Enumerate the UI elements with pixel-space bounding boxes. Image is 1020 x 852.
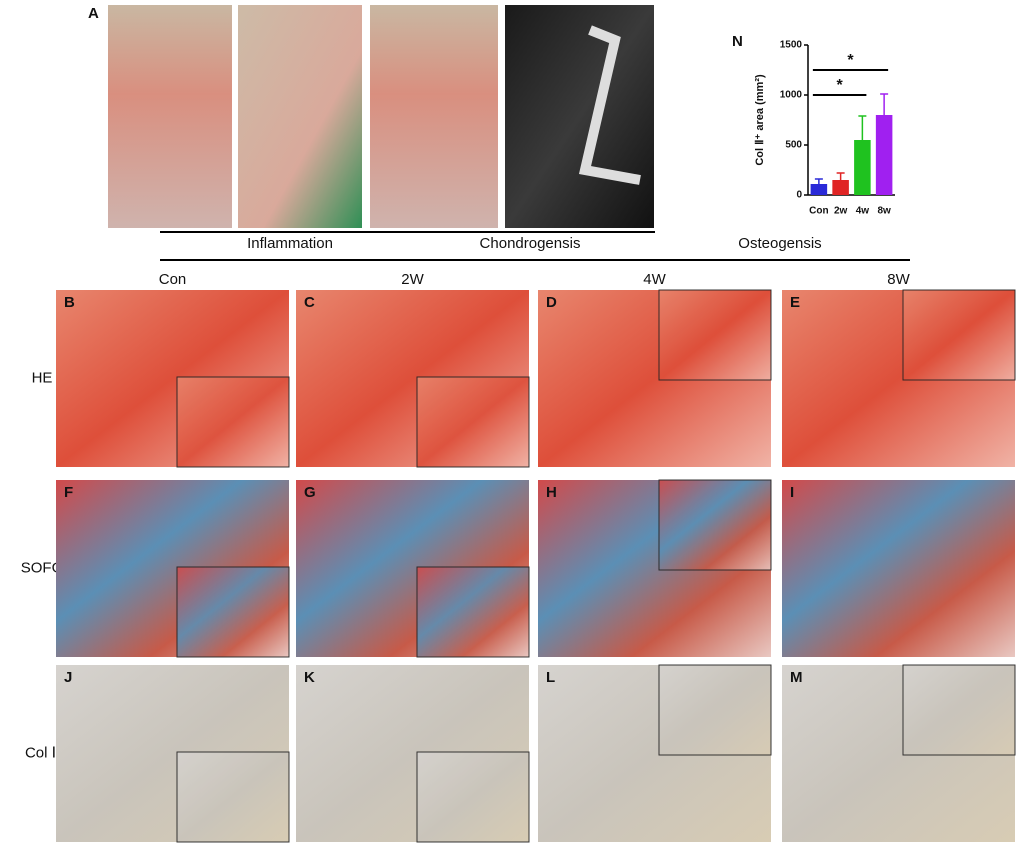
bone bbox=[578, 25, 641, 185]
x-tick-label: 2w bbox=[834, 206, 848, 217]
panel-label: C bbox=[304, 294, 315, 311]
micrograph bbox=[782, 480, 1015, 657]
bar-chart: N Col Ⅱ⁺ area (mm²) 0 500 1000 1500 Con 2w 4w 8w *… bbox=[732, 33, 895, 217]
error-bar bbox=[836, 172, 845, 180]
panel-label: L bbox=[546, 669, 555, 686]
panel-label: I bbox=[790, 484, 794, 501]
row-label: Col Ⅱ bbox=[25, 744, 59, 761]
inset bbox=[658, 289, 772, 381]
panel-label: J bbox=[64, 669, 72, 686]
significance-label: * bbox=[847, 52, 854, 69]
inset bbox=[902, 289, 1016, 381]
panel-label: B bbox=[64, 294, 75, 311]
inset bbox=[416, 751, 530, 843]
x-tick-label: 8w bbox=[877, 206, 891, 217]
panel-label: E bbox=[790, 294, 800, 311]
column-label: Con bbox=[159, 271, 187, 288]
bar bbox=[854, 140, 871, 195]
y-tick-label: 1000 bbox=[780, 90, 803, 101]
xray bbox=[505, 5, 654, 228]
column-label: 8W bbox=[887, 271, 910, 288]
panel-label: F bbox=[64, 484, 73, 501]
y-tick-label: 1500 bbox=[780, 40, 803, 51]
micrograph-grid: Con 2W 4W 8W HE B C D E SOFG F G H I Col Ⅱ J K L M bbox=[21, 271, 1016, 843]
significance-label: * bbox=[837, 77, 844, 94]
inset bbox=[658, 479, 772, 571]
bar bbox=[875, 115, 893, 195]
x-tick-label: 4w bbox=[856, 206, 870, 217]
x-tick-label: Con bbox=[809, 206, 828, 217]
panel-label: A bbox=[88, 5, 99, 22]
panel-label: N bbox=[732, 33, 743, 50]
y-tick-label: 0 bbox=[796, 190, 802, 201]
inset bbox=[176, 751, 290, 843]
row-label: SOFG bbox=[21, 559, 64, 576]
panel-label: G bbox=[304, 484, 316, 501]
stage-label: Chondrogensis bbox=[480, 235, 581, 252]
photo bbox=[108, 5, 232, 228]
panel-label: M bbox=[790, 669, 803, 686]
column-label: 2W bbox=[401, 271, 424, 288]
photo bbox=[238, 5, 362, 228]
error-bar bbox=[814, 178, 823, 184]
stage-label: Inflammation bbox=[247, 235, 333, 252]
inset bbox=[416, 566, 530, 658]
y-tick-label: 500 bbox=[785, 140, 802, 151]
row-label: HE bbox=[32, 369, 53, 386]
panel-label: D bbox=[546, 294, 557, 311]
y-axis-label: Col Ⅱ⁺ area (mm²) bbox=[754, 74, 766, 166]
inset bbox=[416, 376, 530, 468]
inset bbox=[902, 664, 1016, 756]
photo bbox=[370, 5, 498, 228]
panel-label: K bbox=[304, 669, 315, 686]
bar bbox=[832, 180, 849, 195]
inset bbox=[176, 376, 290, 468]
inset bbox=[658, 664, 772, 756]
error-bar bbox=[880, 93, 889, 115]
inset bbox=[176, 566, 290, 658]
panel-label: H bbox=[546, 484, 557, 501]
bar bbox=[810, 184, 828, 195]
error-bar bbox=[858, 115, 867, 140]
stage-label: Osteogensis bbox=[738, 235, 821, 252]
column-label: 4W bbox=[643, 271, 666, 288]
